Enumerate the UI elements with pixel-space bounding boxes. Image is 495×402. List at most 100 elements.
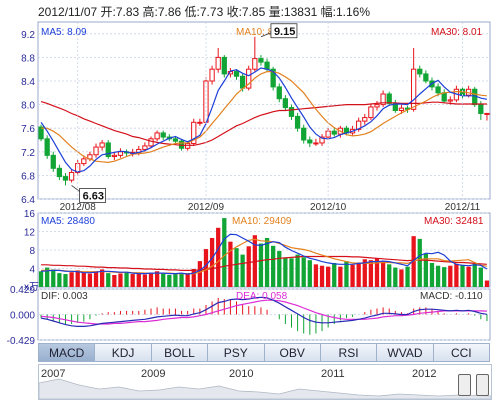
volume-bar <box>380 261 386 287</box>
volume-unit-label: x万 <box>24 282 39 293</box>
low-marker-box <box>79 188 106 203</box>
tab-rsi[interactable]: RSI <box>320 343 378 362</box>
volume-tick-label: 4 <box>29 265 35 276</box>
volume-bar <box>69 272 74 287</box>
candle-body <box>374 104 380 108</box>
tab-macd[interactable]: MACD <box>38 343 96 362</box>
volume-bar <box>442 267 447 287</box>
tab-boll[interactable]: BOLL <box>151 343 209 362</box>
volume-bar <box>301 257 306 287</box>
candle-body <box>117 151 124 156</box>
volume-bar <box>454 263 459 287</box>
volume-ma30-legend: MA30: 32481 <box>424 216 484 227</box>
price-tick-label: 6.4 <box>21 195 35 206</box>
macd-tick-label: 0.429 <box>10 285 35 296</box>
volume-bar <box>161 273 166 287</box>
navigator-right-handle[interactable] <box>476 374 489 396</box>
price-ma10-line <box>41 70 487 164</box>
candle-body <box>484 112 490 115</box>
volume-bar <box>350 264 355 287</box>
volume-bar <box>51 269 56 287</box>
candle-body <box>142 145 148 150</box>
navigator-left-handle[interactable] <box>458 374 471 396</box>
tab-kdj[interactable]: KDJ <box>95 343 152 362</box>
volume-bar <box>435 265 441 287</box>
candle-body <box>56 167 63 178</box>
high-marker-line <box>260 32 272 38</box>
candle-body <box>148 138 154 147</box>
candle-body <box>270 68 276 88</box>
macd-tick-label: -0.429 <box>7 336 36 347</box>
volume-bar <box>258 243 264 287</box>
candle-body <box>411 68 417 110</box>
candle-body <box>319 136 325 144</box>
volume-panel: 16 12 8 4 x万 MA5: 28480 MA10: 29409 MA30: 32481 <box>24 209 491 293</box>
volume-bar <box>209 237 215 287</box>
volume-bar <box>191 268 196 287</box>
navigator-year-2007: 2007 <box>41 368 66 380</box>
volume-bar <box>203 249 209 287</box>
candle-body <box>447 99 453 102</box>
volume-bar <box>484 280 490 287</box>
volume-bar <box>112 274 117 287</box>
price-tick-label: 7.2 <box>21 148 35 159</box>
tab-wvad[interactable]: WVAD <box>377 343 434 362</box>
price-tick-label: 8.0 <box>21 101 35 112</box>
volume-bar <box>271 245 276 287</box>
volume-bar <box>466 266 471 287</box>
volume-bar <box>63 274 68 287</box>
price-tick-label: 9.2 <box>21 30 35 41</box>
candle-body <box>44 138 50 156</box>
volume-bar <box>130 274 135 287</box>
macd-dif-line <box>40 296 487 327</box>
candle-body <box>191 121 197 145</box>
candle-body <box>239 75 246 89</box>
candle-body <box>417 68 423 75</box>
volume-bar <box>448 265 453 287</box>
volume-bar <box>356 262 361 287</box>
macd-dea-legend: DEA: 0.058 <box>236 291 288 302</box>
volume-bar <box>417 238 422 287</box>
volume-bar <box>106 273 111 287</box>
price-ma30-line <box>40 101 487 146</box>
navigator-year-2012: 2012 <box>412 368 437 380</box>
price-tick-label: 6.8 <box>21 171 35 182</box>
tab-psy[interactable]: PSY <box>208 343 265 362</box>
navigator-overview <box>39 378 491 399</box>
candle-body <box>111 154 117 158</box>
volume-bar <box>185 274 190 287</box>
macd-dea-line <box>41 299 487 325</box>
price-ma30-legend: MA30: 8.01 <box>431 27 483 38</box>
candle-body <box>221 56 227 75</box>
tab-cci[interactable]: CCI <box>433 343 490 362</box>
volume-ma30-line <box>41 255 487 271</box>
candle-body <box>362 117 368 122</box>
candle-body <box>313 142 319 145</box>
candle-body <box>252 58 258 70</box>
candle-body <box>307 139 313 144</box>
navigator-year-2009: 2009 <box>141 368 166 380</box>
volume-bar <box>338 266 343 287</box>
volume-ma5-line <box>41 233 488 275</box>
price-frame <box>37 21 491 200</box>
candle-body <box>154 132 160 140</box>
volume-bar <box>124 272 129 287</box>
volume-bar <box>179 273 184 287</box>
volume-tick-label: 8 <box>29 246 35 257</box>
candle-body <box>233 71 240 77</box>
time-navigator[interactable]: 2007 2009 2010 2011 2012 <box>38 364 492 400</box>
candle-body <box>38 126 44 140</box>
volume-bar <box>197 261 203 287</box>
candle-body <box>99 142 105 148</box>
price-ma5-legend: MA5: 8.09 <box>41 27 87 38</box>
macd-tick-label: 0.000 <box>10 311 35 322</box>
candle-body <box>386 93 392 104</box>
high-marker-label: 9.15 <box>274 26 295 38</box>
volume-bar <box>136 273 141 287</box>
price-tick-label: 7.6 <box>21 124 35 135</box>
volume-bar <box>38 271 44 287</box>
candle-body <box>294 115 301 129</box>
tab-obv[interactable]: OBV <box>264 343 321 362</box>
volume-bar <box>240 254 245 287</box>
